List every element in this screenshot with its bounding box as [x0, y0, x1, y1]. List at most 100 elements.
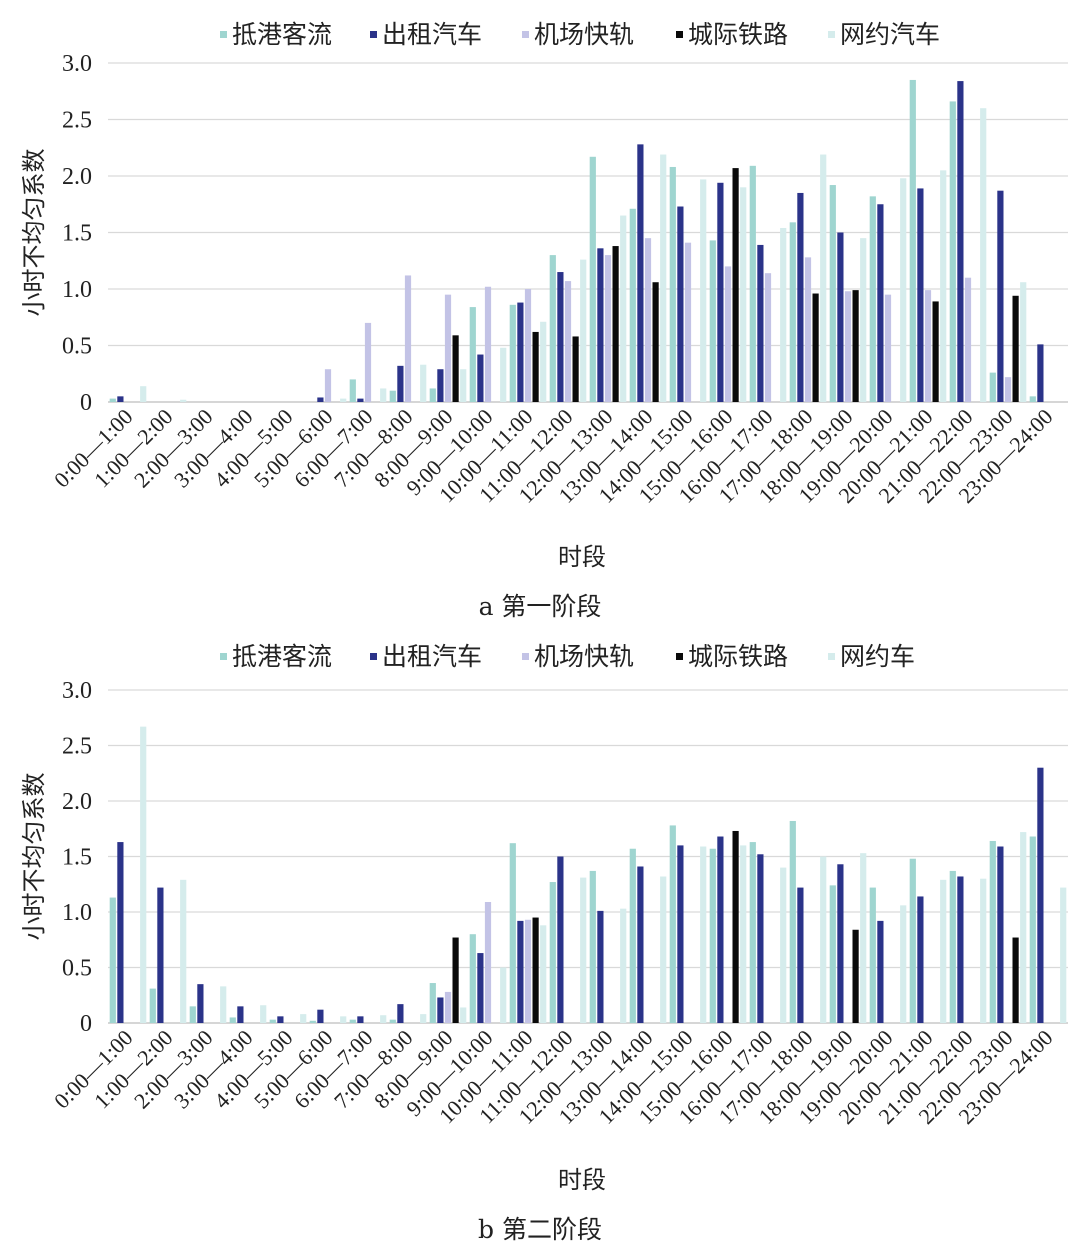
chart-2: 抵港客流 出租汽车 机场快轨 城际铁路 网约车 0 0.5 1.0 1.5 2.0 2.5 3.0 小时…	[20, 642, 1068, 1244]
bar-4-11	[532, 917, 539, 1023]
bar-1-21	[909, 79, 916, 402]
bar-3-11	[524, 919, 532, 1023]
bar-4-12	[572, 336, 579, 402]
bar-5-1	[140, 726, 147, 1023]
bar-5-10	[500, 347, 507, 402]
bar-1-9	[429, 388, 436, 402]
bar-5-16	[740, 187, 747, 402]
bar-3-16	[724, 266, 732, 402]
y-tick-label: 1.5	[62, 845, 92, 871]
bar-5-14	[660, 154, 667, 402]
bar-4-9	[452, 335, 459, 402]
bar-5-21	[940, 170, 947, 402]
bar-3-7	[364, 322, 372, 402]
bar-4-11	[532, 331, 539, 402]
legend-swatch-4	[676, 31, 683, 38]
bar-2-16	[717, 836, 724, 1023]
bar-1-8	[389, 390, 396, 402]
bar-5-23	[1020, 282, 1027, 402]
x-axis-title: 时段	[558, 1166, 606, 1194]
bar-5-5	[300, 1014, 307, 1023]
bar-2-8	[397, 1004, 404, 1023]
bar-5-2	[180, 879, 187, 1023]
legend-swatch-3	[522, 653, 529, 660]
bar-1-12	[549, 255, 556, 402]
bar-2-4	[237, 1006, 244, 1023]
bar-4-23	[1012, 937, 1019, 1023]
y-tick-label: 0	[80, 1011, 92, 1037]
legend-swatch-4	[676, 653, 683, 660]
bar-1-24	[1029, 836, 1036, 1023]
bar-1-1	[109, 897, 116, 1023]
bar-1-14	[629, 208, 636, 402]
bar-2-8	[397, 365, 404, 402]
bar-4-18	[812, 293, 819, 402]
bar-1-18	[789, 222, 796, 402]
bar-5-19	[860, 853, 867, 1023]
bar-3-13	[604, 255, 612, 402]
bar-2-11	[517, 302, 524, 402]
bar-2-14	[637, 866, 644, 1023]
bar-5-9	[460, 1007, 467, 1023]
bar-1-23	[989, 840, 996, 1023]
bar-2-14	[637, 144, 644, 403]
legend-label-1: 抵港客流	[232, 642, 332, 671]
bar-1-24	[1029, 396, 1036, 402]
bar-1-17	[749, 165, 756, 402]
bar-5-11	[540, 925, 547, 1023]
legend-label-4: 城际铁路	[688, 20, 788, 49]
bar-1-22	[949, 101, 956, 403]
bar-2-13	[597, 248, 604, 402]
bar-5-3	[220, 986, 227, 1023]
y-tick-label: 1.0	[62, 900, 92, 926]
legend: 抵港客流 出租汽车 机场快轨 城际铁路 网约汽车	[220, 20, 940, 49]
chart-caption: a 第一阶段	[479, 592, 602, 621]
y-tick-label: 2.5	[62, 734, 92, 760]
legend-swatch-2	[370, 653, 377, 660]
bar-5-21	[940, 879, 947, 1023]
bar-5-12	[580, 259, 587, 402]
legend-label-5: 网约汽车	[840, 20, 940, 49]
y-tick-label: 0.5	[62, 956, 92, 982]
bar-5-14	[660, 876, 667, 1023]
bar-3-19	[844, 291, 852, 402]
bar-5-6	[340, 1016, 347, 1023]
y-tick-label: 2.5	[62, 108, 92, 134]
bar-1-19	[829, 185, 836, 402]
bar-2-5	[277, 1016, 284, 1023]
bar-2-1	[117, 396, 124, 402]
y-gridlines: 0 0.5 1.0 1.5 2.0 2.5 3.0	[62, 51, 1068, 416]
bar-2-20	[877, 204, 884, 402]
y-tick-label: 1.0	[62, 277, 92, 303]
bar-2-9	[437, 369, 444, 402]
bar-3-17	[764, 273, 772, 402]
y-axis-title: 小时不均匀系数	[20, 773, 48, 941]
bar-2-24	[1037, 344, 1044, 402]
bar-1-7	[349, 1019, 356, 1023]
bar-3-21	[924, 290, 932, 402]
legend-label-3: 机场快轨	[534, 642, 634, 671]
bar-2-15	[677, 845, 684, 1023]
bar-3-14	[644, 238, 652, 402]
bar-4-13	[612, 246, 619, 402]
bar-4-16	[732, 830, 739, 1023]
bar-1-4	[229, 1017, 236, 1023]
bar-1-22	[949, 870, 956, 1023]
bar-3-12	[564, 281, 572, 402]
legend-label-5: 网约车	[840, 642, 915, 671]
bar-1-1	[109, 398, 116, 402]
bar-2-10	[477, 953, 484, 1023]
bar-4-14	[652, 282, 659, 402]
bar-2-18	[797, 192, 804, 402]
bar-5-15	[700, 846, 707, 1023]
bar-1-16	[709, 240, 716, 402]
bar-3-6	[324, 369, 332, 402]
bar-2-1	[117, 842, 124, 1023]
bar-2-11	[517, 920, 524, 1023]
bar-2-17	[757, 854, 764, 1023]
bar-3-18	[804, 257, 812, 402]
bar-1-2	[149, 988, 156, 1023]
bar-1-6	[309, 1020, 316, 1023]
x-axis-title: 时段	[558, 543, 606, 571]
bar-1-11	[509, 304, 516, 402]
